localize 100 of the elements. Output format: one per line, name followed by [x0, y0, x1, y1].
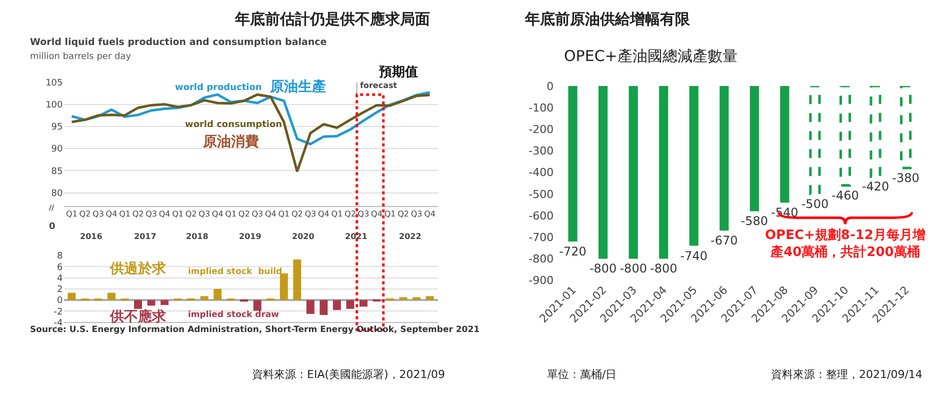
x-tick-label: Q4: [158, 210, 170, 219]
x-tick-label: Q1: [384, 210, 396, 219]
x-tick-label: Q2: [238, 210, 250, 219]
y-tick-label: -100: [528, 101, 554, 114]
text: 2021: [345, 232, 368, 241]
x-tick-label: Q1: [172, 210, 184, 219]
line-series: [70, 93, 432, 173]
chart-title: 年底前估計仍是供不應求局面: [234, 10, 430, 28]
text: 2019: [239, 232, 262, 241]
y-tick-label: -300: [528, 144, 554, 158]
x-tick-label: Q3: [252, 210, 264, 219]
annotation: OPEC+規劃8-12月每月增產40萬桶，共計200萬桶: [765, 228, 926, 260]
x-tick-label: Q4: [318, 210, 330, 219]
bar: [160, 300, 169, 306]
y-tick-label: -400: [528, 166, 554, 180]
data-label: -540: [771, 206, 798, 220]
y-tick-label: -900: [528, 274, 554, 288]
bar: [346, 300, 354, 309]
y-tick-label: 0: [546, 80, 554, 93]
bar: [360, 300, 368, 307]
annotation: 原油消費: [202, 134, 259, 150]
data-label: -670: [710, 234, 738, 248]
data-label: -420: [862, 180, 890, 194]
x-tick-label: Q4: [424, 210, 436, 219]
series-label: world consumption: [185, 120, 282, 130]
bar: [306, 300, 314, 314]
y-tick-label: 100: [46, 100, 64, 110]
bar: [320, 300, 328, 316]
bar: [200, 296, 208, 300]
bar: [147, 300, 156, 306]
x-tick-label: Q2: [132, 210, 144, 219]
x-tick-label: Q3: [410, 210, 422, 219]
annotation: implied stock draw: [188, 310, 280, 320]
text: 預期值: [378, 65, 418, 80]
y-tick-label: -700: [528, 230, 554, 244]
bar: [412, 297, 421, 300]
bar: [399, 297, 408, 300]
text: 2022: [399, 232, 422, 241]
bar: [280, 273, 288, 300]
source-note: 資料來源：整理，2021/09/14: [771, 368, 922, 381]
y-tick-label: 95: [51, 122, 63, 133]
text: 2017: [134, 232, 156, 241]
data-label: -460: [832, 188, 859, 202]
y-tick-label: -200: [528, 123, 554, 136]
chart-subtitle: World liquid fuels production and consumption balance: [30, 37, 327, 48]
x-tick-label: Q4: [264, 210, 276, 219]
y-tick-label: -2: [54, 307, 63, 318]
source-note: 資料來源：EIA(美國能源署)，2021/09: [252, 368, 445, 381]
data-label: -500: [801, 196, 829, 211]
y-tick-label: 80: [51, 188, 64, 199]
x-tick-label: Q3: [304, 210, 316, 219]
data-label: -800: [589, 262, 617, 276]
x-tick-label: Q1: [331, 210, 343, 219]
bar: [332, 300, 341, 310]
series-label: world production: [175, 83, 262, 93]
y-tick-label: -600: [528, 209, 554, 222]
text: 單位：萬桶/日: [547, 368, 617, 381]
y-tick-label: -500: [528, 188, 554, 201]
bar: [426, 296, 434, 300]
y-tick-label: 105: [46, 78, 63, 88]
chart-title: 年底前原油供給增幅有限: [524, 10, 691, 28]
annotation: 原油生產: [269, 79, 326, 95]
x-tick-label: Q3: [358, 210, 370, 219]
data-label: -800: [620, 262, 647, 276]
y-tick-label: 6: [57, 262, 64, 273]
bar: [108, 292, 116, 300]
data-label: -580: [740, 214, 768, 228]
bar: [386, 298, 394, 301]
y-tick-label: 90: [51, 144, 64, 155]
bar: [214, 288, 222, 300]
x-tick-label: Q3: [146, 210, 157, 219]
x-tick-label: Q2: [185, 210, 197, 219]
x-tick-label: Q2: [344, 210, 356, 219]
data-label: -720: [559, 244, 586, 258]
data-label: -380: [892, 171, 920, 186]
annotation: 供不應求: [109, 308, 167, 325]
x-tick-label: Q4: [106, 210, 118, 219]
x-tick-label: Q1: [225, 210, 237, 219]
annotation: implied stock build: [188, 267, 282, 277]
x-tick-label: Q3: [198, 210, 210, 219]
x-tick-label: Q2: [291, 210, 303, 219]
y-axis-title: million barrels per day: [30, 52, 132, 62]
x-tick-label: Q4: [212, 210, 224, 219]
bar: [134, 300, 142, 309]
bar: [293, 259, 302, 300]
x-tick-label: Q2: [398, 210, 409, 219]
text: 2016: [80, 232, 103, 241]
x-tick-label: Q2: [79, 210, 91, 219]
x-tick-label: Q1: [278, 210, 290, 219]
y-tick-label: 85: [51, 166, 63, 177]
y-tick-label: 4: [57, 274, 64, 284]
text: 2020: [292, 232, 315, 241]
data-label: -800: [650, 262, 678, 276]
data-label: -740: [680, 248, 708, 263]
x-tick-label: Q1: [119, 210, 130, 219]
text: 2018: [186, 232, 209, 241]
y-tick-label: 0: [57, 296, 64, 306]
x-tick-label: Q4: [371, 210, 382, 219]
bar: [253, 300, 262, 311]
x-tick-label: Q3: [92, 210, 104, 219]
